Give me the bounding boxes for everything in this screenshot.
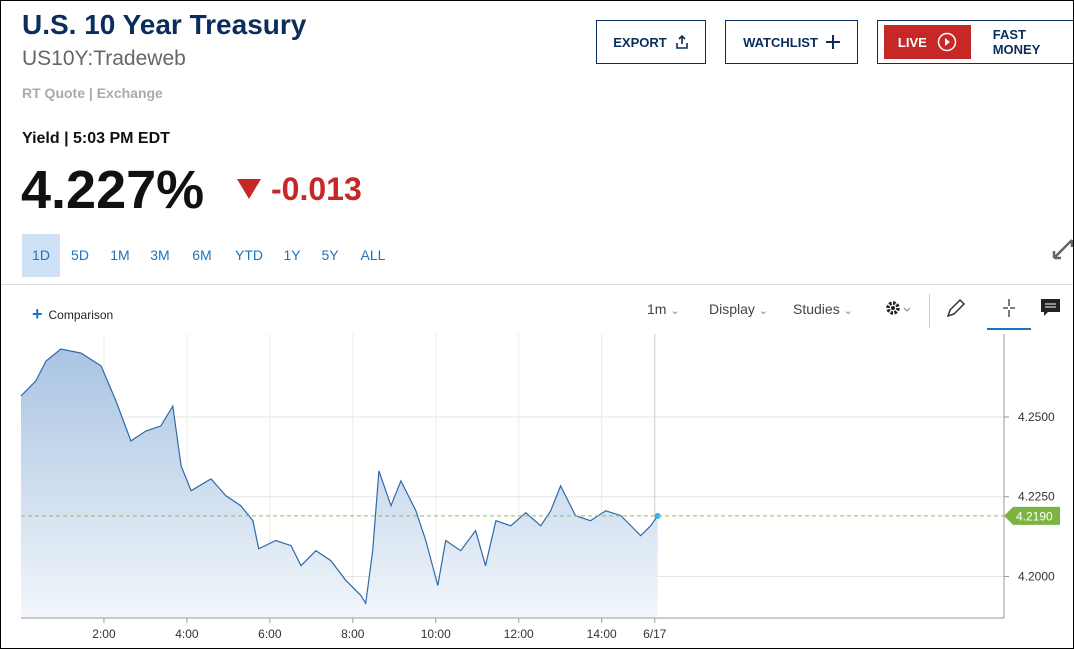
label: Comparison [48, 307, 114, 322]
label: Studies [793, 301, 840, 317]
range-tab[interactable]: 1Y [283, 247, 301, 263]
area [21, 349, 658, 618]
range-tab[interactable]: 5Y [321, 247, 339, 263]
range-tab[interactable]: ALL [360, 247, 386, 263]
settings-icon[interactable] [885, 299, 915, 319]
last-point [654, 512, 661, 519]
last-value-label: 4.2190 [1016, 509, 1053, 523]
divider [1, 284, 1073, 285]
down-arrow [237, 179, 261, 199]
live-badge: LIVE [884, 25, 971, 59]
comparison-button[interactable]: + Comparison [32, 304, 113, 325]
caret: ⌄ [843, 305, 853, 317]
crosshair-icon[interactable] [987, 295, 1031, 331]
x-tick-label: 14:00 [587, 627, 617, 641]
icon [675, 35, 688, 49]
separator [929, 294, 930, 328]
watchlist-button[interactable]: WATCHLIST [725, 20, 858, 64]
last-value-tag [1004, 506, 1060, 525]
range-tab[interactable]: YTD [235, 247, 263, 263]
range-tab[interactable]: 1D [22, 234, 60, 277]
x-tick-label: 2:00 [92, 627, 116, 641]
display-menu[interactable]: Display ⌄ [709, 301, 768, 317]
label: LIVE [897, 34, 927, 50]
change: -0.013 [271, 171, 362, 207]
range-tab[interactable]: 3M [150, 247, 170, 263]
x-tick-label: 4:00 [175, 627, 199, 641]
label: 1m [647, 301, 667, 317]
live-button[interactable]: LIVE FAST MONEY [877, 20, 1073, 64]
label: Display [709, 301, 755, 317]
plus-icon: + [32, 304, 43, 324]
range-tab[interactable]: 5D [71, 247, 89, 263]
label: EXPORT [613, 34, 667, 50]
source: RT Quote | Exchange [22, 85, 163, 101]
show-name: FAST MONEY [992, 27, 1041, 57]
studies-menu[interactable]: Studies ⌄ [793, 301, 853, 317]
draw-icon[interactable] [945, 297, 967, 319]
line [20, 348, 659, 606]
expand-icon[interactable] [1051, 235, 1074, 261]
y-tick-label: 4.2250 [1018, 490, 1055, 504]
y-tick-label: 4.2000 [1018, 570, 1055, 584]
label: WATCHLIST [743, 34, 818, 50]
y-tick-label: 4.2500 [1018, 410, 1055, 424]
interval-menu[interactable]: 1m ⌄ [647, 301, 680, 317]
quote-label: Yield | 5:03 PM EDT [22, 130, 170, 147]
x-tick-label: 10:00 [421, 627, 451, 641]
range-tab[interactable]: 6M [192, 247, 212, 263]
icon [937, 32, 957, 52]
range-tab[interactable]: 1M [110, 247, 130, 263]
x-tick-label: 8:00 [341, 627, 365, 641]
x-tick-label: 12:00 [504, 627, 534, 641]
export-button[interactable]: EXPORT [596, 20, 706, 64]
symbol: US10Y:Tradeweb [22, 47, 186, 70]
caret: ⌄ [758, 305, 769, 317]
caret: ⌄ [670, 305, 680, 317]
x-tick-label: 6:00 [258, 627, 282, 641]
icon [825, 35, 840, 49]
price: 4.227% [21, 160, 205, 220]
title: U.S. 10 Year Treasury [22, 9, 307, 40]
comment-icon[interactable] [1040, 298, 1062, 318]
x-tick-label: 6/17 [643, 627, 667, 641]
